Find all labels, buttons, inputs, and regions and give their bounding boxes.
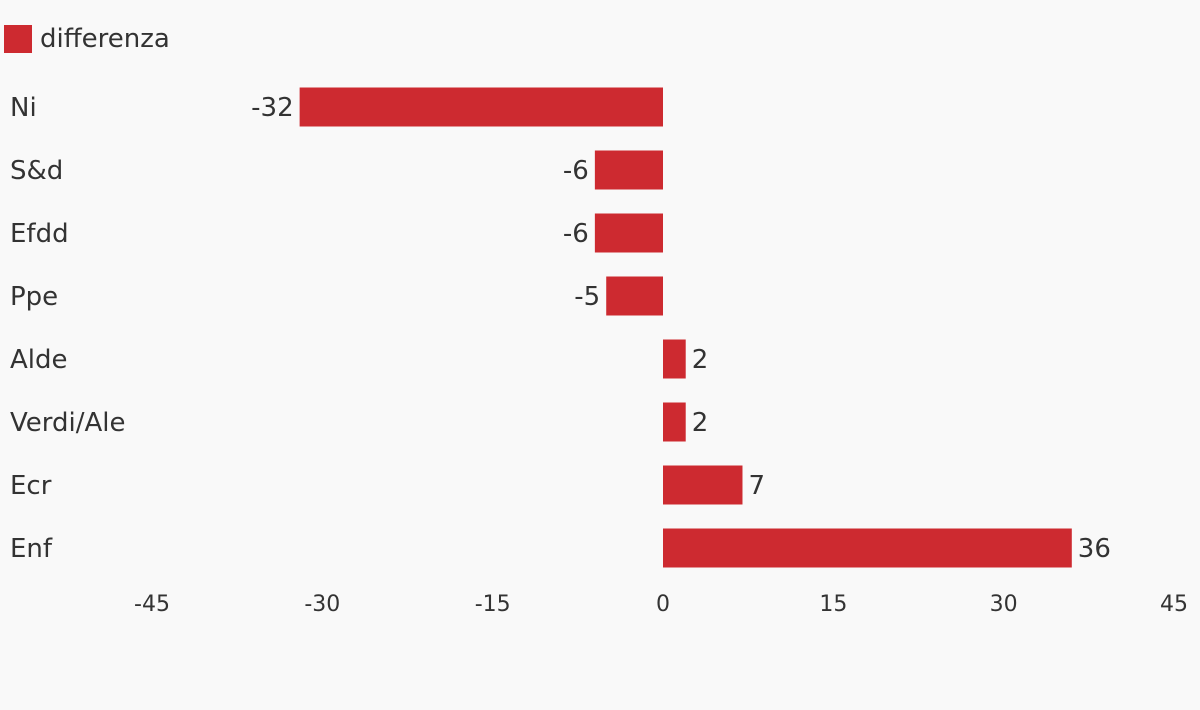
- legend-swatch: [4, 25, 32, 53]
- x-tick-label: -15: [475, 592, 511, 617]
- category-label: S&d: [10, 156, 63, 186]
- bar: [594, 213, 663, 253]
- x-tick-label: 0: [656, 592, 670, 617]
- data-label: 2: [692, 408, 709, 438]
- bar: [663, 402, 686, 442]
- category-label: Enf: [10, 534, 53, 564]
- data-label: -5: [574, 282, 600, 312]
- x-tick-label: -45: [134, 592, 170, 617]
- data-label: 7: [748, 471, 765, 501]
- data-label: -32: [251, 93, 293, 123]
- legend: differenza: [4, 24, 170, 54]
- x-tick-label: 30: [990, 592, 1018, 617]
- category-label: Alde: [10, 345, 68, 375]
- bar: [299, 87, 663, 127]
- data-label: 36: [1078, 534, 1111, 564]
- data-label: 2: [692, 345, 709, 375]
- bar: [606, 276, 663, 316]
- data-label: -6: [563, 219, 589, 249]
- bar: [594, 150, 663, 190]
- data-label: -6: [563, 156, 589, 186]
- bar: [663, 465, 743, 505]
- legend-label: differenza: [40, 24, 170, 54]
- x-tick-label: -30: [304, 592, 340, 617]
- category-label: Verdi/Ale: [10, 408, 126, 438]
- category-label: Ni: [10, 93, 37, 123]
- x-tick-label: 15: [819, 592, 847, 617]
- category-label: Ppe: [10, 282, 58, 312]
- bar: [663, 339, 686, 379]
- category-label: Ecr: [10, 471, 52, 501]
- bar: [663, 528, 1072, 568]
- category-label: Efdd: [10, 219, 69, 249]
- x-tick-label: 45: [1160, 592, 1188, 617]
